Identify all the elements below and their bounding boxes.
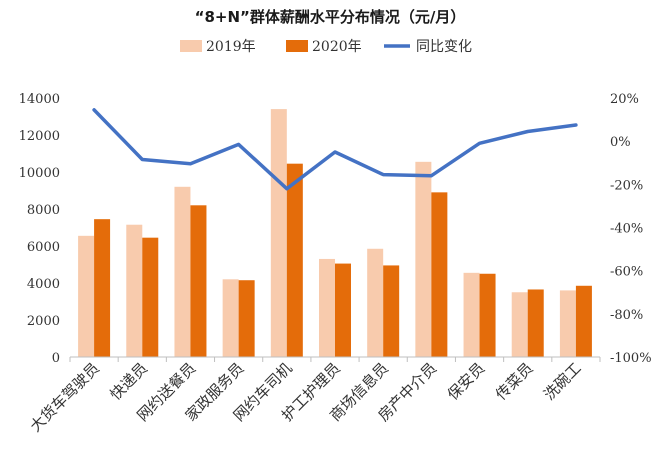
bar-2020 [479, 273, 496, 357]
bar-2020 [190, 205, 207, 357]
bar-2019 [367, 248, 384, 357]
bar-2020 [142, 237, 159, 357]
legend-swatch-2019 [180, 40, 202, 52]
bar-group [78, 109, 592, 357]
bar-2020 [238, 280, 255, 357]
bar-2020 [286, 163, 303, 357]
right-axis-tick-label: 0% [610, 135, 631, 150]
left-axis: 0 2000 4000 6000 8000 10000 12000 14000 [19, 92, 60, 366]
legend-label-2019: 2019年 [206, 39, 256, 55]
bar-2019 [415, 161, 432, 357]
bar-2020 [94, 219, 111, 357]
legend-label-yoy: 同比变化 [416, 39, 472, 55]
bar-2020 [527, 289, 544, 357]
right-axis-tick-label: -20% [610, 178, 643, 193]
left-axis-tick-label: 14000 [19, 92, 60, 107]
legend-label-2020: 2020年 [312, 39, 362, 55]
bar-2020 [431, 192, 448, 357]
right-axis-tick-label: -80% [610, 308, 643, 323]
yoy-line [92, 108, 578, 191]
left-axis-tick-label: 6000 [27, 240, 60, 255]
bar-2020 [575, 285, 592, 357]
legend: 2019年 2020年 同比变化 [180, 39, 472, 55]
left-axis-tick-label: 2000 [27, 314, 60, 329]
right-axis-tick-label: 20% [610, 92, 639, 107]
category-label: 快递员 [107, 359, 152, 404]
line-series [92, 108, 578, 191]
bar-2020 [383, 265, 400, 357]
bar-2020 [335, 263, 351, 357]
right-axis-tick-label: -100% [610, 351, 652, 366]
bar-2019 [511, 292, 528, 357]
chart-title: “8+N”群体薪酬水平分布情况（元/月） [195, 8, 466, 26]
bar-2019 [126, 224, 143, 357]
right-axis-tick-label: -40% [610, 222, 643, 237]
category-labels: 大货车驾驶员 快递员网约送餐员家政服务员网约车司机护工护理员商场信息员房产中介员保… [27, 359, 585, 435]
left-axis-tick-label: 12000 [19, 129, 60, 144]
category-ticks [69, 357, 601, 362]
bar-2019 [270, 109, 287, 357]
left-axis-tick-label: 10000 [19, 166, 60, 181]
category-label: 大货车驾驶员 [27, 359, 103, 435]
left-axis-tick-label: 4000 [27, 277, 60, 292]
right-axis: -100% -80% -60% -40% -20% 0% 20% [610, 92, 652, 366]
category-label: 保安员 [444, 359, 489, 404]
category-label: 传菜员 [492, 359, 537, 404]
bar-2019 [222, 279, 239, 357]
left-axis-tick-label: 0 [52, 351, 60, 366]
left-axis-tick-label: 8000 [27, 203, 60, 218]
bar-2019 [559, 290, 576, 357]
legend-swatch-2020 [286, 40, 308, 52]
bar-2019 [78, 235, 95, 357]
bar-2019 [463, 272, 480, 357]
category-label: 洗碗工 [540, 359, 585, 404]
bar-2019 [319, 258, 335, 357]
right-axis-tick-label: -60% [610, 265, 643, 280]
bar-2019 [174, 186, 191, 357]
